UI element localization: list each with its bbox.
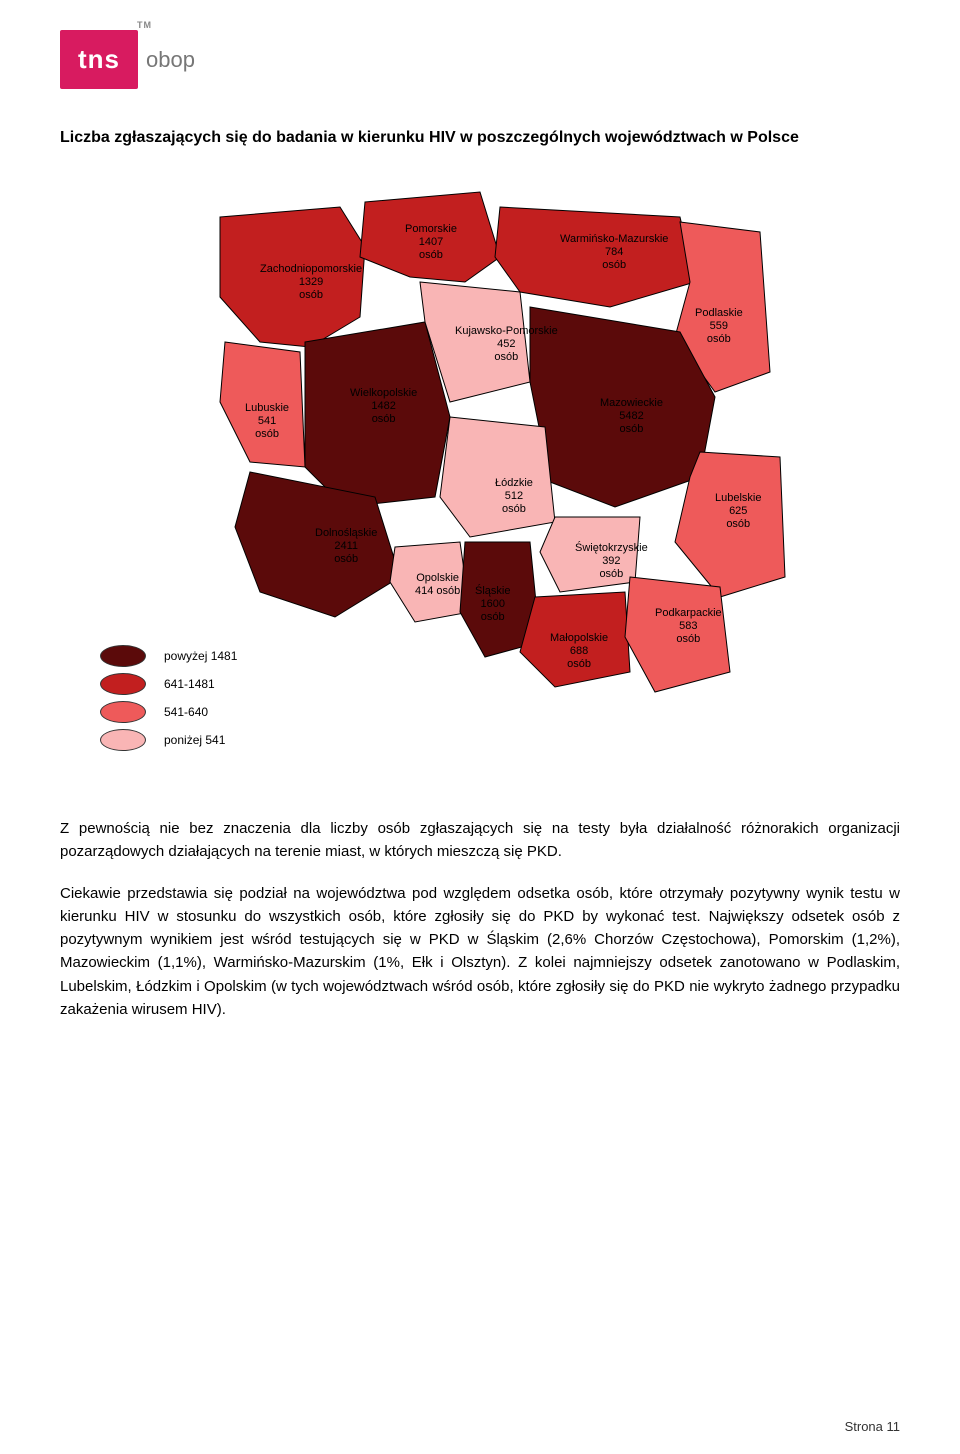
legend-swatch <box>100 673 146 695</box>
region-shape <box>390 542 470 622</box>
region-shape <box>540 517 640 592</box>
legend-label: 641-1481 <box>164 677 215 691</box>
region-shape <box>305 322 450 507</box>
legend-swatch <box>100 645 146 667</box>
legend-label: powyżej 1481 <box>164 649 237 663</box>
region-shape <box>625 577 730 692</box>
poland-map: powyżej 1481641-1481541-640poniżej 541 Z… <box>160 177 880 757</box>
logo-brand: tns TM <box>60 30 138 89</box>
legend-label: 541-640 <box>164 705 208 719</box>
region-shape <box>520 592 630 687</box>
legend-swatch <box>100 701 146 723</box>
trademark: TM <box>137 20 152 30</box>
region-shape <box>360 192 500 282</box>
legend-item: 541-640 <box>100 701 237 723</box>
region-shape <box>220 207 365 347</box>
page-number: Strona 11 <box>845 1419 900 1434</box>
legend-item: powyżej 1481 <box>100 645 237 667</box>
legend-swatch <box>100 729 146 751</box>
region-shape <box>675 452 785 597</box>
paragraph: Ciekawie przedstawia się podział na woje… <box>60 882 900 1022</box>
legend-item: 641-1481 <box>100 673 237 695</box>
logo: tns TM obop <box>60 30 900 89</box>
logo-suffix: obop <box>146 47 195 73</box>
logo-brand-text: tns <box>78 44 120 74</box>
region-shape <box>440 417 555 537</box>
map-title: Liczba zgłaszających się do badania w ki… <box>60 129 900 147</box>
map-legend: powyżej 1481 641-1481 541-640 poniżej 541 <box>100 645 237 757</box>
region-shape <box>495 207 695 307</box>
legend-label: poniżej 541 <box>164 733 225 747</box>
legend-item: poniżej 541 <box>100 729 237 751</box>
region-shape <box>220 342 305 467</box>
body-paragraph: Z pewnością nie bez znaczenia dla liczby… <box>60 817 900 1021</box>
paragraph: Z pewnością nie bez znaczenia dla liczby… <box>60 817 900 864</box>
